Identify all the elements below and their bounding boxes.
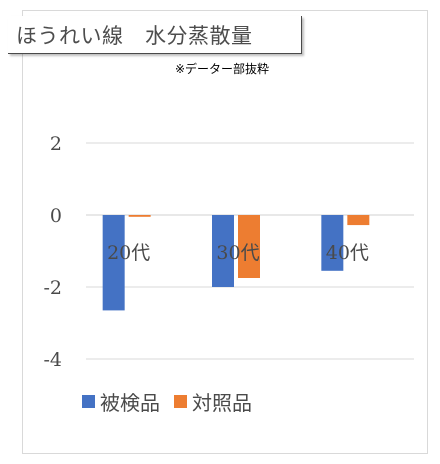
bar-series-2-2 [238,215,260,278]
y-tick-label: 2 [50,133,62,155]
chart-subtitle: ※データー部抜粋 [175,62,270,76]
x-category-label: 40代 [326,242,369,264]
bar-series-1-2 [212,215,234,287]
legend-item-series-2: 対照品 [174,387,252,416]
bar-series-2-3 [347,215,370,226]
legend-label-series-1: 被検品 [100,391,160,415]
legend-swatch-series-2 [174,395,187,408]
chart-title: ほうれい線 水分蒸散量 [16,23,253,48]
legend-item-series-1: 被検品 [82,387,160,416]
x-category-label: 30代 [216,242,259,264]
bar-series-1-1 [102,215,125,311]
x-category-label: 20代 [107,242,150,264]
bar-series-1-3 [321,215,344,271]
y-tick-label: 0 [50,205,62,227]
chart-title-box: ほうれい線 水分蒸散量 [8,16,302,54]
legend-label-series-2: 対照品 [192,391,252,415]
legend-swatch-series-1 [82,395,95,408]
bar-series-2-1 [128,215,151,217]
y-tick-label: -4 [43,349,62,371]
y-tick-label: -2 [43,277,62,299]
chart-legend: 被検品 対照品 [82,387,266,416]
